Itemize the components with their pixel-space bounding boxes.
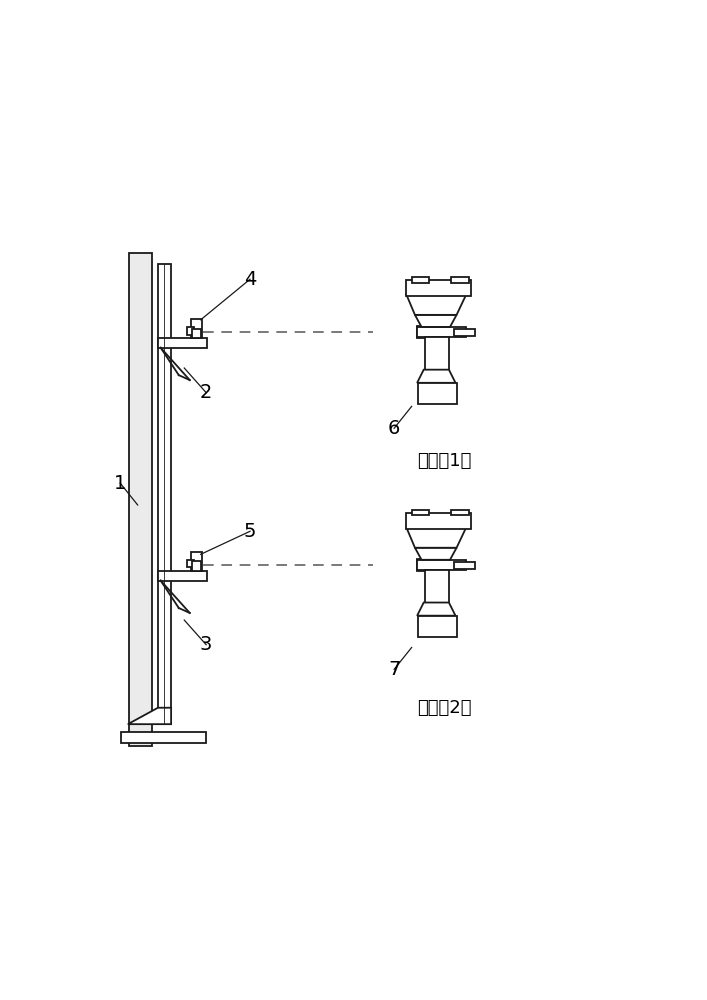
Polygon shape — [128, 708, 171, 724]
Bar — [187, 327, 194, 335]
Bar — [417, 559, 427, 571]
Bar — [419, 616, 457, 637]
Polygon shape — [407, 294, 467, 315]
Text: 4: 4 — [244, 270, 256, 289]
Bar — [451, 277, 469, 283]
Bar — [408, 523, 468, 528]
Text: 2: 2 — [200, 383, 212, 402]
Bar — [192, 561, 201, 571]
Polygon shape — [415, 548, 457, 560]
Bar — [122, 732, 206, 743]
Polygon shape — [417, 603, 455, 616]
Text: （位甲1）: （位甲1） — [417, 452, 472, 470]
Bar — [192, 319, 202, 338]
Text: 1: 1 — [114, 474, 127, 493]
Bar — [408, 290, 468, 295]
Bar — [455, 329, 475, 336]
Text: （位甲2）: （位甲2） — [417, 699, 472, 717]
Bar — [411, 510, 429, 515]
Text: 5: 5 — [244, 522, 256, 541]
Bar — [417, 327, 467, 337]
Bar — [407, 280, 471, 296]
Bar — [407, 513, 471, 529]
Text: 7: 7 — [388, 660, 400, 679]
Bar — [192, 552, 202, 571]
Bar — [192, 329, 201, 338]
Bar — [419, 383, 457, 404]
Bar — [455, 562, 475, 569]
Polygon shape — [407, 527, 467, 548]
Bar — [426, 570, 450, 603]
Text: 3: 3 — [200, 635, 212, 654]
Bar — [158, 264, 171, 724]
Bar — [411, 277, 429, 283]
Text: 6: 6 — [388, 419, 400, 438]
Bar — [158, 571, 207, 581]
Polygon shape — [417, 370, 455, 383]
Bar — [417, 326, 427, 338]
Bar — [417, 560, 467, 570]
Bar — [158, 338, 207, 348]
Bar — [451, 510, 469, 515]
Polygon shape — [415, 315, 457, 327]
Bar — [129, 253, 153, 746]
Bar — [426, 337, 450, 370]
Bar — [187, 560, 194, 567]
